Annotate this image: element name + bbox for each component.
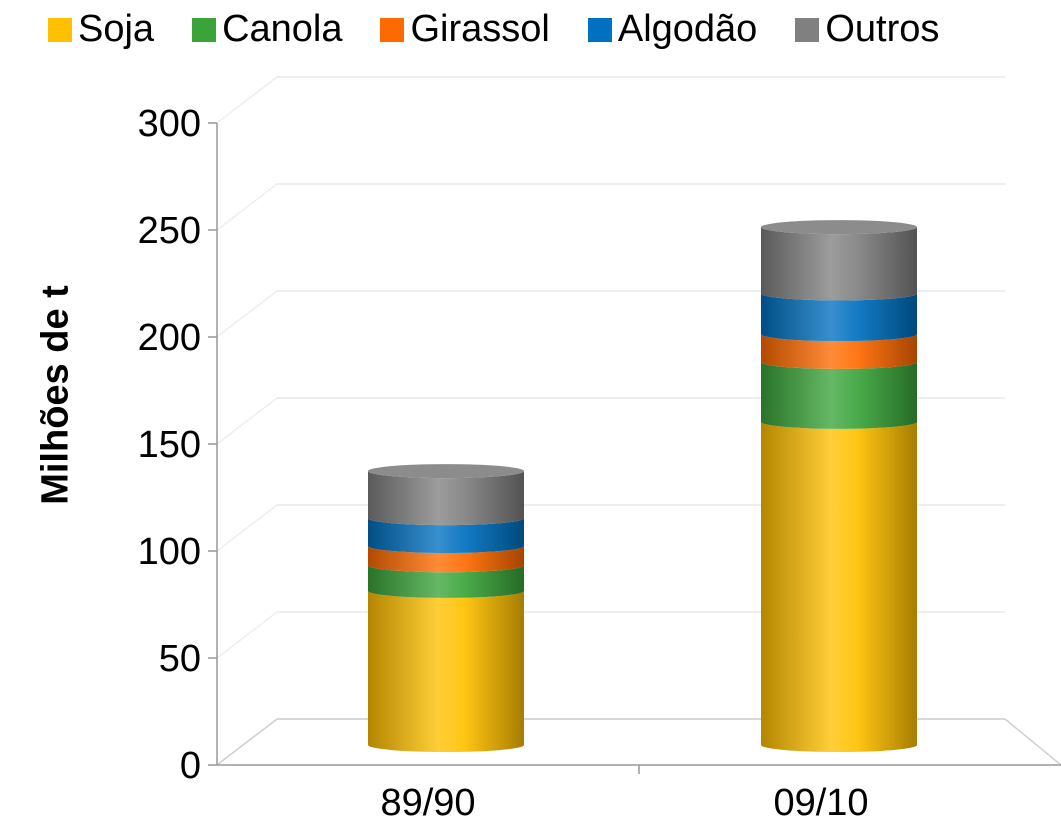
- legend-label-soja: Soja: [78, 8, 155, 50]
- legend-swatch-algodao: [587, 17, 612, 42]
- y-tick-label: 0: [180, 745, 201, 787]
- bar-segment-canola-89-90: [368, 565, 524, 598]
- legend-item-outros: Outros: [795, 8, 939, 51]
- y-tick-label: 100: [138, 531, 201, 573]
- gridline-side: [216, 504, 278, 552]
- y-tick-label: 50: [159, 638, 201, 680]
- legend-swatch-girassol: [380, 17, 405, 42]
- legend-item-soja: Soja: [48, 8, 154, 51]
- bar-segment-soja-09-10: [761, 421, 917, 752]
- gridline-side: [216, 76, 278, 124]
- bar-segment-outros-09-10: [761, 227, 917, 301]
- bar-segment-girassol-89-90: [368, 545, 524, 573]
- bar-segment-algodão-09-10: [761, 293, 917, 342]
- bar-segment-outros-89-90: [368, 471, 524, 526]
- gridline-side: [216, 183, 278, 231]
- legend-label-algodao: Algodão: [617, 8, 758, 50]
- legend-label-canola: Canola: [222, 8, 343, 50]
- legend: Soja Canola Girassol Algodão Outros: [48, 8, 939, 51]
- gridline-side: [216, 611, 278, 659]
- legend-swatch-soja: [48, 17, 72, 42]
- bar-segment-girassol-09-10: [761, 334, 917, 369]
- legend-swatch-outros: [795, 17, 820, 42]
- legend-swatch-canola: [192, 17, 217, 42]
- legend-label-girassol: Girassol: [410, 8, 550, 50]
- y-tick-label: 150: [138, 424, 201, 466]
- legend-item-algodao: Algodão: [587, 8, 758, 51]
- gridline-side: [216, 290, 278, 338]
- bar-segment-soja-89-90: [368, 590, 524, 752]
- x-tick-label: 09/10: [773, 782, 868, 824]
- legend-item-canola: Canola: [192, 8, 342, 51]
- y-tick-label: 200: [138, 317, 201, 359]
- bar-top-cap: [761, 220, 917, 235]
- bar-segment-canola-09-10: [761, 361, 917, 429]
- axis-layer: 0 50 100 150 200 250 300 89/90 09/10: [138, 103, 1061, 824]
- legend-item-girassol: Girassol: [380, 8, 550, 51]
- gridline-side: [216, 397, 278, 445]
- bar-top-cap: [368, 464, 524, 479]
- bar-layer: [368, 220, 917, 752]
- legend-label-outros: Outros: [825, 8, 940, 50]
- x-tick-label: 89/90: [380, 782, 475, 824]
- floor-outline: [216, 718, 1061, 766]
- grid-layer: [216, 76, 1061, 766]
- y-tick-label: 300: [138, 103, 201, 145]
- y-tick-label: 250: [138, 210, 201, 252]
- bar-segment-algodão-89-90: [368, 518, 524, 553]
